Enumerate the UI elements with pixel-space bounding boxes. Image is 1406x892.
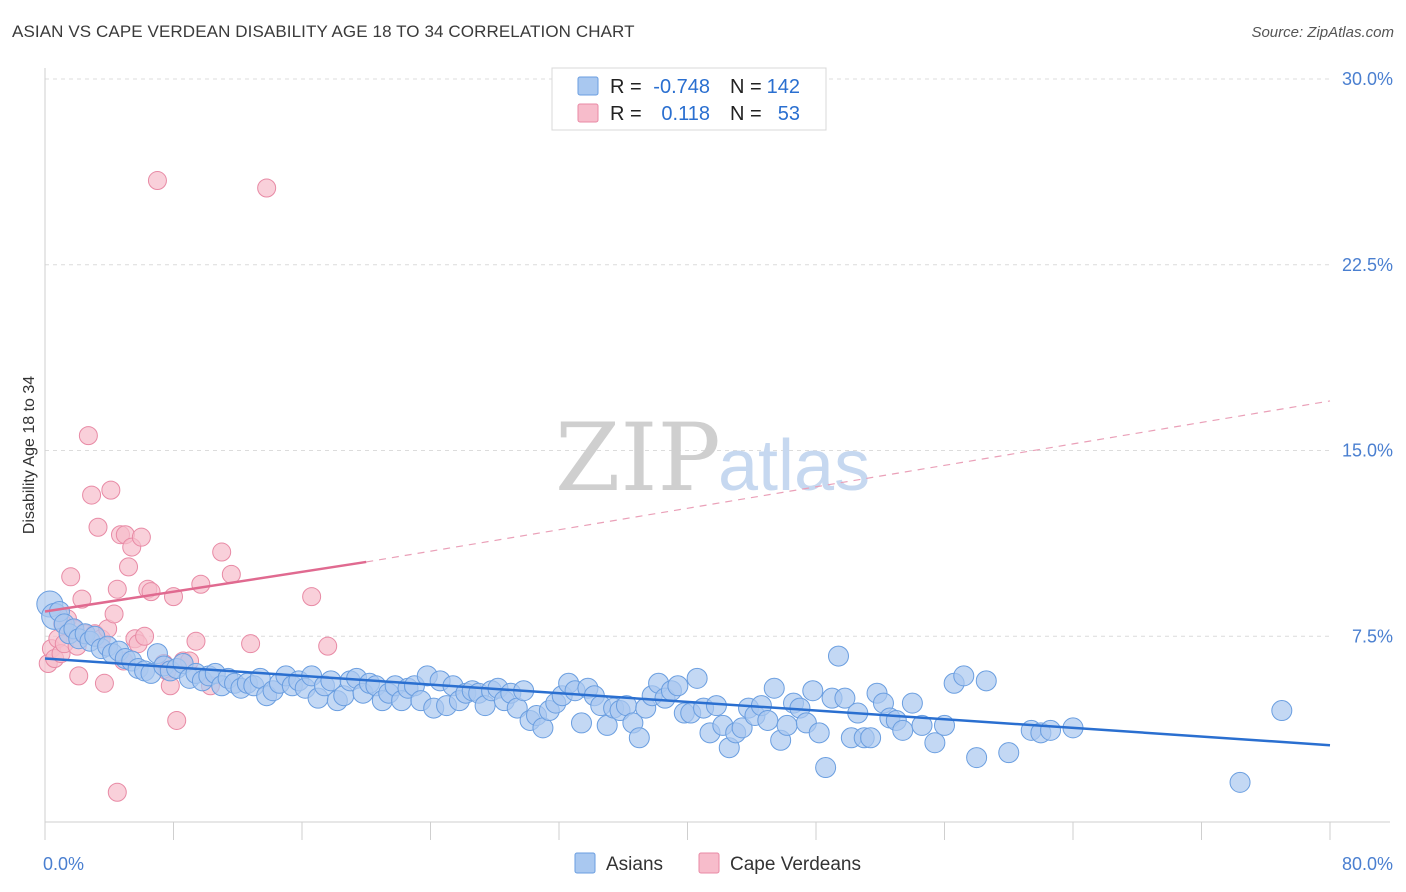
cape-verdeans-point — [61, 567, 81, 587]
asians-point — [827, 645, 849, 667]
asians-point — [1271, 700, 1293, 722]
cape-verdeans-point — [186, 631, 206, 651]
cape-verdeans-point — [107, 579, 127, 599]
y-tick-label-1: 15.0% — [1342, 441, 1393, 461]
cape-verdeans-trend-extension — [366, 400, 1331, 563]
asians-point — [628, 727, 650, 749]
bottom-legend: Asians Cape Verdeans — [574, 852, 861, 875]
cape-verdeans-point — [212, 542, 232, 562]
legend-swatch-asians — [577, 76, 599, 96]
asians-point — [731, 717, 753, 739]
asians-point — [966, 747, 988, 769]
watermark-atlas: atlas — [718, 426, 870, 506]
asians-point — [815, 757, 837, 779]
asians-point — [667, 675, 689, 697]
grid-lines — [45, 78, 1330, 637]
asians-point — [860, 727, 882, 749]
asians-point — [953, 665, 975, 687]
source-label: Source: ZipAtlas.com — [1251, 24, 1394, 41]
asians-point — [975, 670, 997, 692]
cape-verdeans-point — [147, 171, 167, 191]
asians-point — [808, 722, 830, 744]
asians-point — [998, 742, 1020, 764]
tick-labels: 7.5% 15.0% 22.5% 30.0% 0.0% 80.0% — [43, 69, 1393, 874]
cape-verdeans-point — [257, 178, 277, 198]
cape-verdeans-point — [131, 527, 151, 547]
cape-verdeans-point — [101, 480, 121, 500]
cape-verdeans-point — [88, 517, 108, 537]
legend-r-value-cape-verdeans: 0.118 — [661, 103, 710, 125]
cape-verdeans-point — [104, 604, 124, 624]
asians-point — [1040, 719, 1062, 741]
asians-point — [911, 714, 933, 736]
cape-verdeans-point — [82, 485, 102, 505]
bottom-legend-swatch-asians — [574, 852, 596, 874]
trend-lines — [44, 400, 1331, 747]
legend-n-label-asians: N = — [730, 76, 762, 98]
legend-n-value-asians: 142 — [767, 76, 800, 98]
bottom-legend-label-asians: Asians — [606, 854, 663, 875]
y-tick-label-3: 30.0% — [1342, 69, 1393, 89]
asians-point — [901, 692, 923, 714]
watermark-zip: ZIP — [555, 404, 721, 513]
asians-point — [776, 714, 798, 736]
asians-point — [763, 677, 785, 699]
cape-verdeans-point — [135, 626, 155, 646]
cape-verdeans-point — [72, 589, 92, 609]
cape-verdeans-point — [167, 710, 187, 730]
legend-r-label-cape-verdeans: R = — [610, 103, 642, 125]
legend-n-value-cape-verdeans: 53 — [778, 103, 800, 125]
series-cape-verdeans-points — [38, 171, 338, 802]
cape-verdeans-point — [107, 782, 127, 802]
x-tick-label-min: 0.0% — [43, 854, 84, 874]
cape-verdeans-point — [241, 634, 261, 654]
chart-title: ASIAN VS CAPE VERDEAN DISABILITY AGE 18 … — [12, 22, 635, 41]
asians-point — [570, 712, 592, 734]
watermark: ZIP atlas — [555, 404, 870, 513]
series-asians-points — [36, 590, 1293, 793]
cape-verdeans-point — [302, 587, 322, 607]
cape-verdeans-point — [141, 582, 161, 602]
y-tick-label-0: 7.5% — [1352, 626, 1393, 646]
asians-point — [802, 680, 824, 702]
cape-verdeans-point — [69, 666, 89, 686]
cape-verdeans-point — [191, 574, 211, 594]
legend-r-value-asians: -0.748 — [653, 76, 710, 98]
cape-verdeans-point — [318, 636, 338, 656]
axes — [44, 68, 1390, 840]
asians-point — [834, 687, 856, 709]
y-axis-label: Disability Age 18 to 34 — [21, 376, 38, 534]
asians-point — [686, 667, 708, 689]
legend-n-label-cape-verdeans: N = — [730, 103, 762, 125]
asians-point — [892, 719, 914, 741]
cape-verdeans-point — [94, 673, 114, 693]
asians-point — [924, 732, 946, 754]
bottom-legend-label-cape-verdeans: Cape Verdeans — [730, 854, 861, 875]
asians-point — [757, 709, 779, 731]
legend: R = -0.748 N = 142 R = 0.118 N = 53 — [551, 67, 827, 131]
y-tick-label-2: 22.5% — [1342, 255, 1393, 275]
cape-verdeans-trend-line — [44, 560, 367, 613]
asians-trend-line — [44, 657, 1331, 747]
x-tick-label-max: 80.0% — [1342, 854, 1393, 874]
asians-point — [705, 695, 727, 717]
legend-swatch-cape-verdeans — [577, 103, 599, 123]
legend-r-label-asians: R = — [610, 76, 642, 98]
cape-verdeans-point — [119, 557, 139, 577]
asians-point — [1229, 771, 1251, 793]
bottom-legend-swatch-cape-verdeans — [698, 852, 720, 874]
cape-verdeans-point — [78, 426, 98, 446]
